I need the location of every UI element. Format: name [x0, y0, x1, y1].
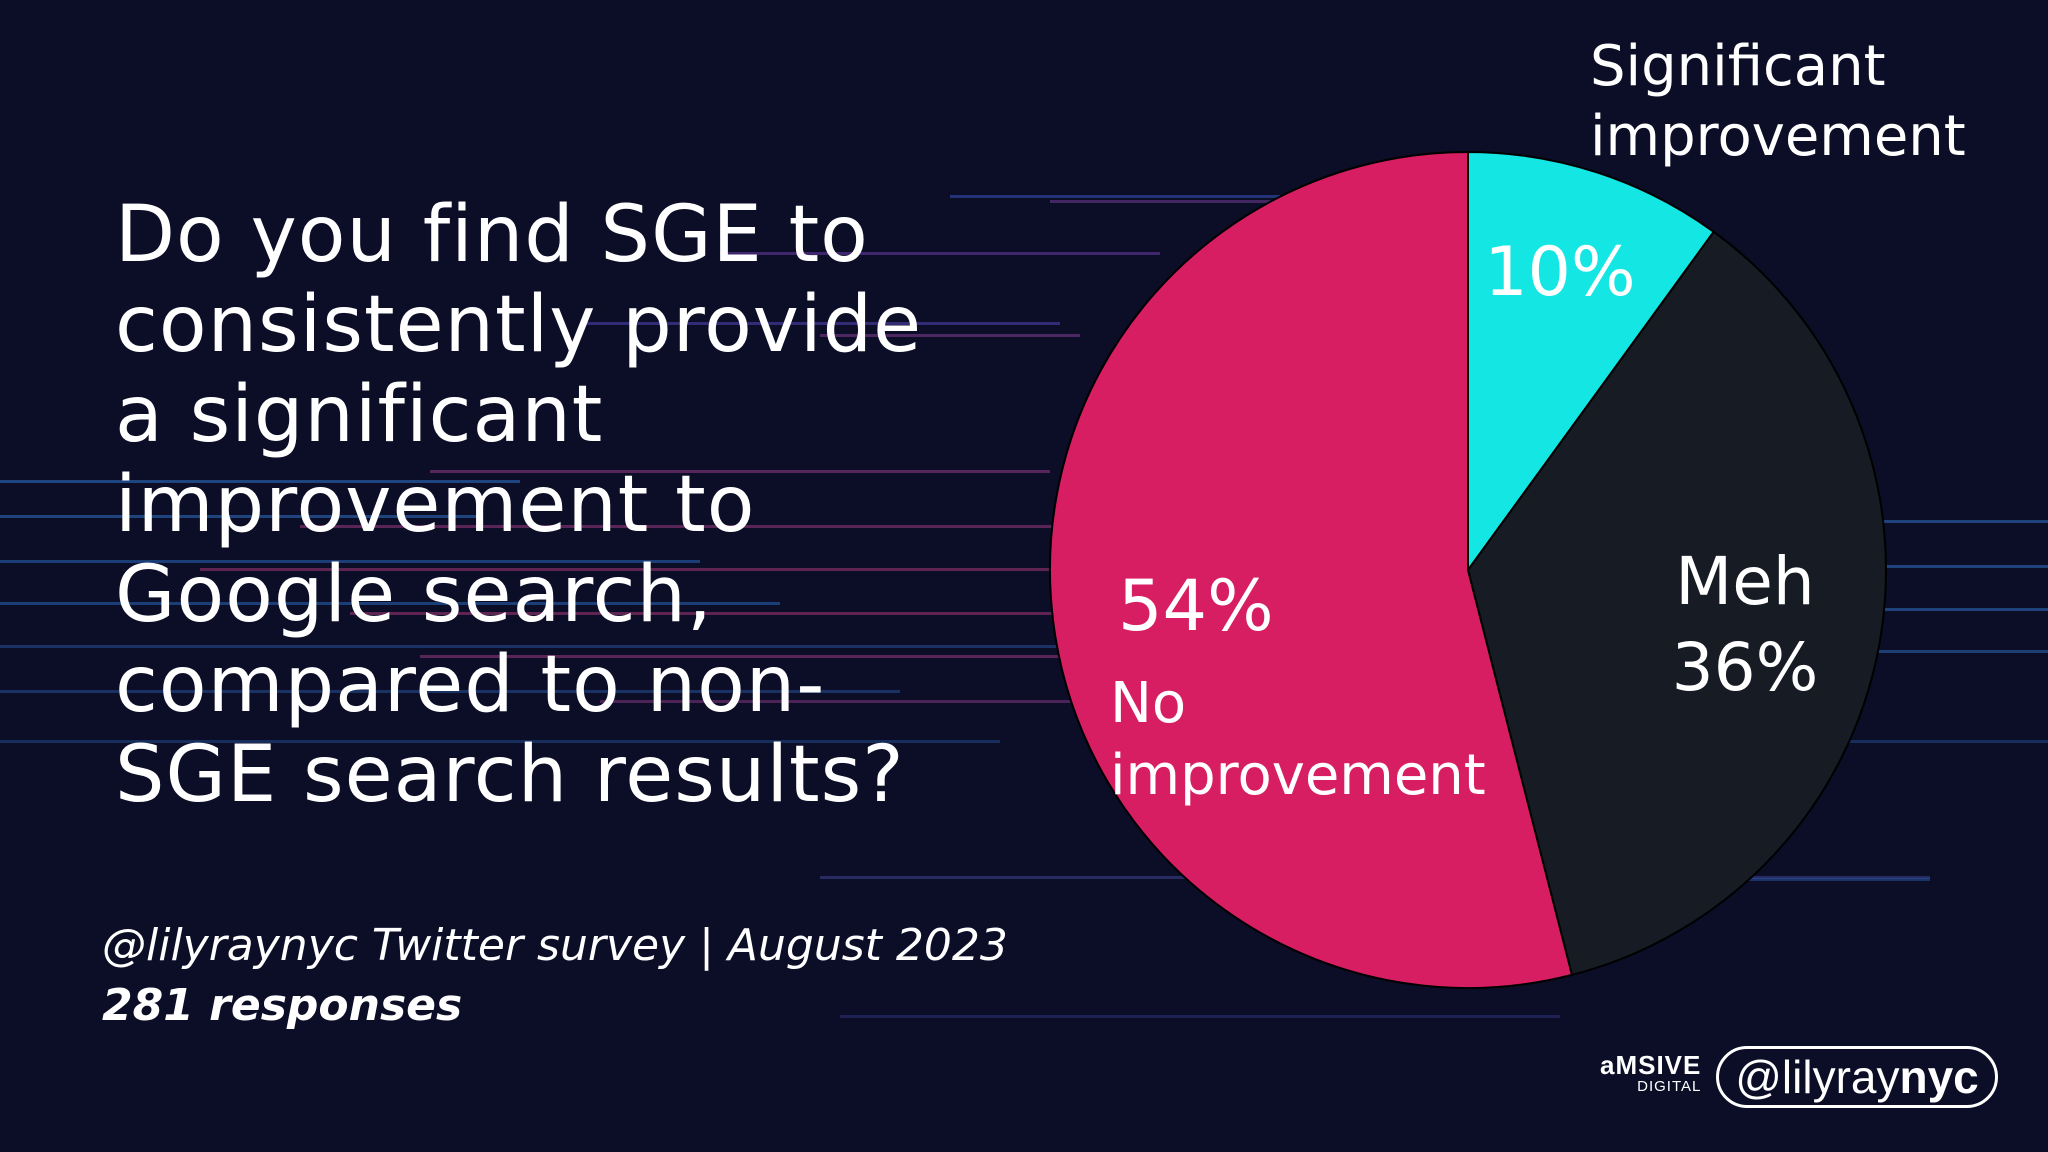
question-line: compared to non- — [115, 640, 826, 730]
brand-sub: DIGITAL — [1637, 1078, 1702, 1095]
background-streak — [420, 655, 1060, 658]
slice-value-label: 10% — [1484, 233, 1635, 312]
handle-middle: ray — [1835, 1051, 1900, 1103]
brand-name: aMSIVE — [1600, 1050, 1702, 1080]
handle-badge: @lilyraynyc — [1716, 1046, 1998, 1108]
background-streak — [0, 740, 1000, 743]
response-count: 281 responses — [102, 980, 463, 1031]
survey-question: Do you find SGE to consistently provide … — [115, 190, 1015, 820]
question-line: a significant — [115, 370, 604, 460]
slice-category-label: improvement — [1110, 743, 1486, 808]
background-streak — [430, 470, 1050, 473]
question-line: Google search, — [115, 550, 713, 640]
background-streak — [200, 568, 1060, 571]
background-streak — [0, 515, 480, 518]
background-streak — [840, 1015, 1560, 1018]
slice-value-label: 36% — [1672, 629, 1819, 706]
handle-suffix: nyc — [1899, 1051, 1979, 1103]
background-streak — [350, 612, 1060, 615]
slice-category-label: improvement — [1590, 104, 1966, 169]
handle-prefix: @lily — [1735, 1051, 1836, 1103]
survey-source: @lilyraynyc Twitter survey | August 2023 — [102, 920, 1008, 971]
question-line: SGE search results? — [115, 730, 905, 820]
pie-slice — [1467, 150, 1716, 574]
background-streak — [1730, 608, 2048, 611]
background-streak — [0, 602, 780, 605]
slice-category-label: Meh — [1675, 543, 1814, 620]
background-streak — [0, 690, 900, 693]
background-streak — [0, 560, 700, 563]
background-streak — [580, 322, 1060, 325]
question-line: improvement to — [115, 460, 756, 550]
background-streak — [600, 700, 1100, 703]
slice-category-label: Significant — [1590, 34, 1886, 99]
background-streak — [1760, 650, 2048, 653]
background-streak — [0, 645, 1100, 648]
slice-category-label: No — [1110, 671, 1186, 736]
slice-value-label: 54% — [1118, 565, 1274, 647]
question-line: Do you find SGE to — [115, 190, 869, 280]
background-streak — [300, 525, 1060, 528]
background-streak — [720, 252, 1160, 255]
question-line: consistently provide — [115, 280, 923, 370]
amsive-logo: aMSIVE DIGITAL — [1600, 1052, 1701, 1096]
pie-slice — [1466, 230, 1887, 977]
background-streak — [0, 480, 520, 483]
pie-slice — [1049, 150, 1574, 989]
background-streak — [1050, 200, 1280, 203]
background-streak — [820, 334, 1080, 337]
background-streak — [1650, 878, 1930, 881]
background-streak — [950, 195, 1280, 198]
